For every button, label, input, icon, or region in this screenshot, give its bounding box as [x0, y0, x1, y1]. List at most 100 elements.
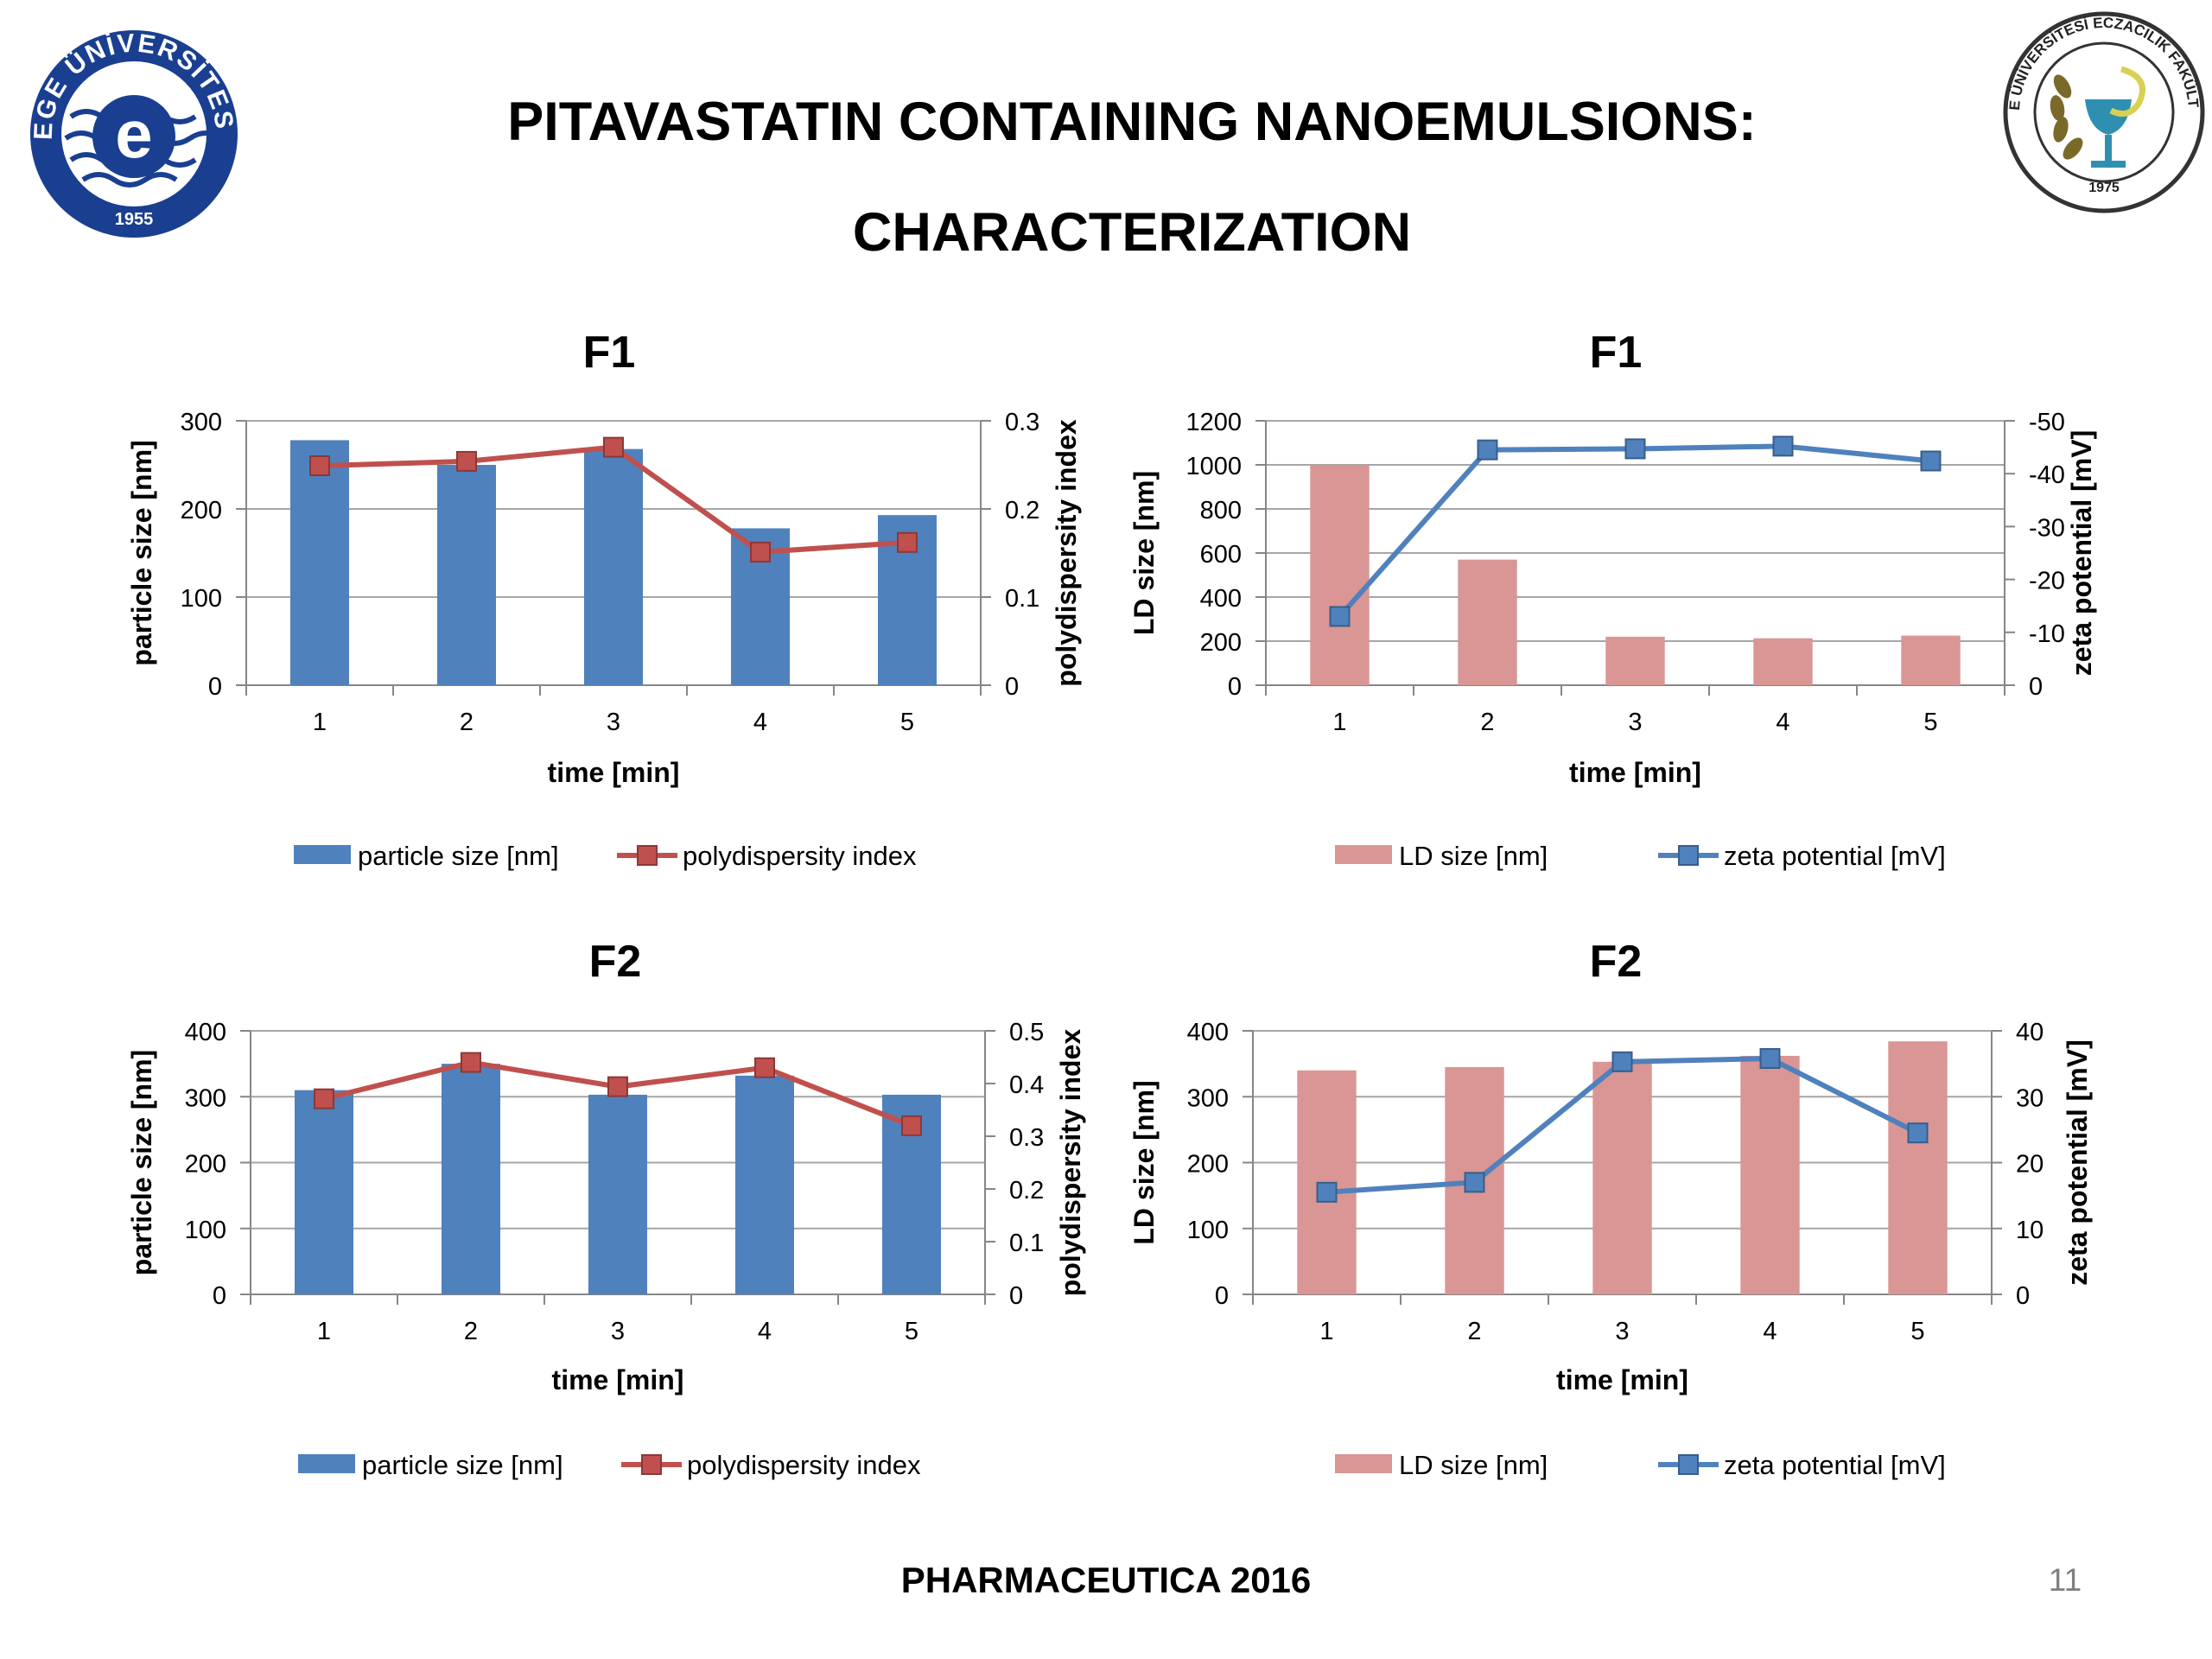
legend-label-bar: particle size [nm] — [358, 841, 559, 871]
page-number: 11 — [2048, 1562, 2082, 1598]
y-axis-label-left: LD size [nm] — [1128, 1080, 1160, 1244]
series-marker — [1772, 435, 1794, 457]
x-tick-label: 3 — [607, 709, 620, 736]
y-tick-label-left: 400 — [1200, 585, 1242, 613]
chart-title: F2 — [589, 937, 642, 987]
seal-year: 1975 — [2088, 181, 2120, 195]
series-marker — [1920, 450, 1942, 472]
bar — [1888, 1041, 1948, 1294]
y-tick-label-right: 30 — [2016, 1084, 2044, 1112]
y-tick-label-left: 100 — [185, 1217, 226, 1244]
y-tick-label-left: 600 — [1200, 541, 1242, 569]
series-line — [1338, 443, 1931, 619]
series-marker — [901, 1115, 922, 1136]
y-tick-label-right: 0.3 — [1009, 1124, 1044, 1152]
series-marker — [1464, 1172, 1485, 1193]
legend-label-line: zeta potential [mV] — [1724, 1450, 1946, 1480]
legend: particle size [nm] polydispersity index — [298, 1450, 921, 1480]
y-tick-label-left: 200 — [181, 497, 222, 524]
bar — [442, 1064, 500, 1294]
x-tick-label: 4 — [758, 1318, 772, 1345]
chart-1: F1 0 100 200 300 0 0.1 0.2 0.3 1 2 3 4 5 time [min] par… — [126, 327, 1082, 871]
x-tick-label: 1 — [313, 709, 327, 736]
series-marker — [1329, 606, 1351, 627]
x-tick-label: 1 — [1332, 709, 1346, 736]
x-axis-label: time [min] — [548, 757, 680, 788]
x-tick-label: 4 — [1763, 1318, 1777, 1345]
legend-swatch-marker — [1678, 845, 1699, 866]
y-tick-label-right: 10 — [2016, 1217, 2044, 1244]
bar — [1740, 1055, 1800, 1294]
legend-swatch-bar — [298, 1454, 355, 1473]
slide-title-line1: PITAVASTATIN CONTAINING NANOEMULSIONS: — [507, 92, 1757, 152]
y-tick-label-left: 300 — [185, 1084, 226, 1112]
series-marker — [754, 1057, 775, 1078]
laurel-icon — [2050, 74, 2083, 160]
y-tick-label-right: 0.2 — [1005, 497, 1039, 524]
ege-university-logo: e EGE ÜNİVERSİTESİ 1955 — [26, 26, 238, 238]
series-marker — [603, 436, 624, 458]
bar — [1458, 559, 1517, 685]
y-axis-label-left: particle size [nm] — [126, 1050, 157, 1275]
bar — [290, 440, 349, 685]
series-marker — [456, 450, 477, 472]
y-tick-label-left: 0 — [1215, 1282, 1229, 1310]
x-tick-label: 3 — [1628, 709, 1642, 736]
x-tick-label: 2 — [1467, 1318, 1481, 1345]
logo-letter: e — [115, 96, 152, 172]
legend: LD size [nm] zeta potential [mV] — [1335, 1450, 1946, 1480]
y-tick-label-right: 0.1 — [1009, 1230, 1044, 1257]
y-tick-label-left: 200 — [185, 1151, 226, 1179]
x-tick-label: 1 — [317, 1318, 331, 1345]
series-marker — [461, 1052, 481, 1073]
y-tick-label-left: 0 — [1228, 673, 1242, 701]
legend-swatch-marker — [637, 845, 658, 866]
legend-swatch-bar — [1335, 1454, 1392, 1473]
slide-title-line2: CHARACTERIZATION — [852, 202, 1412, 263]
x-tick-label: 1 — [1319, 1318, 1333, 1345]
bar — [1592, 1061, 1652, 1294]
y-tick-label-left: 200 — [1200, 629, 1242, 657]
series-marker — [897, 531, 918, 553]
series-marker — [309, 455, 330, 477]
x-axis-label: time [min] — [552, 1364, 684, 1395]
y-tick-label-left: 0 — [213, 1282, 226, 1310]
legend-label-bar: LD size [nm] — [1399, 1450, 1548, 1480]
series-marker — [607, 1076, 628, 1097]
bar — [437, 465, 496, 685]
legend-swatch-marker — [1678, 1454, 1699, 1475]
series-marker — [1316, 1181, 1338, 1203]
legend: LD size [nm] zeta potential [mV] — [1335, 841, 1946, 871]
y-tick-label-right: -10 — [2029, 620, 2065, 648]
series-marker — [1624, 438, 1646, 460]
y-tick-label-left: 800 — [1200, 497, 1242, 524]
y-tick-label-right: -50 — [2029, 409, 2065, 436]
y-tick-label-left: 0 — [208, 673, 222, 701]
y-tick-label-right: 20 — [2016, 1151, 2044, 1179]
bar — [1901, 635, 1961, 685]
x-tick-label: 2 — [464, 1318, 478, 1345]
x-tick-label: 5 — [1923, 709, 1937, 736]
y-tick-label-right: -30 — [2029, 514, 2065, 542]
series-marker — [750, 541, 771, 563]
y-tick-label-left: 100 — [1187, 1217, 1229, 1244]
bar — [584, 448, 643, 685]
y-tick-label-right: -20 — [2029, 568, 2065, 595]
x-axis-label: time [min] — [1569, 757, 1701, 788]
series-marker — [1477, 439, 1498, 461]
y-axis-label-right: zeta potential [mV] — [2062, 1039, 2093, 1285]
y-tick-label-left: 300 — [1187, 1084, 1229, 1112]
bar — [588, 1094, 647, 1294]
chart-title: F1 — [583, 327, 636, 378]
bar — [1605, 636, 1665, 685]
chart-2: F1 0 200 400 600 800 1000 1200 0 -10 -20 -30 -40 -50 1… — [1128, 327, 2097, 871]
y-tick-label-right: 0 — [1005, 673, 1019, 701]
legend-swatch-bar — [294, 845, 351, 864]
bar — [295, 1090, 353, 1294]
logo-year: 1955 — [115, 210, 154, 229]
bar — [1310, 465, 1370, 685]
x-tick-label: 3 — [1615, 1318, 1629, 1345]
x-tick-label: 5 — [900, 709, 914, 736]
x-tick-label: 5 — [1910, 1318, 1924, 1345]
